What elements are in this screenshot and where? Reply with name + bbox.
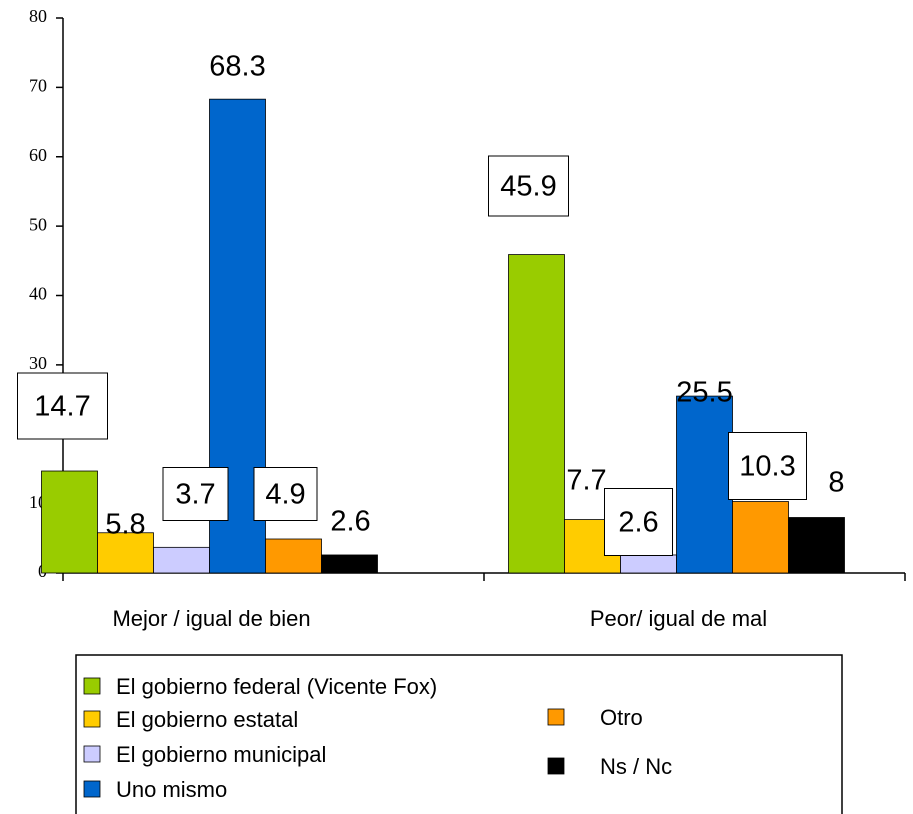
legend-label: El gobierno federal (Vicente Fox): [116, 674, 437, 699]
legend-label: El gobierno estatal: [116, 707, 298, 732]
legend-swatch: [547, 708, 565, 726]
y-tick-label: 30: [29, 353, 47, 373]
legend-label: El gobierno municipal: [116, 742, 326, 767]
value-label-box: [17, 372, 108, 440]
bar: [620, 554, 677, 574]
y-tick-label: 80: [29, 6, 47, 26]
x-tick-label: Peor/ igual de mal: [590, 606, 767, 631]
bar: [41, 470, 98, 574]
legend-swatch: [83, 677, 101, 695]
legend-swatch: [83, 780, 101, 798]
value-label-box: [253, 467, 318, 521]
value-label: 4.9: [265, 479, 305, 511]
value-label: 68.3: [209, 51, 265, 83]
y-tick-label: 60: [29, 145, 47, 165]
bar: [732, 501, 789, 574]
value-label-box: [488, 155, 569, 217]
value-label: 14.7: [34, 391, 90, 423]
bar: [508, 254, 565, 574]
bar: [321, 554, 378, 574]
value-label-box: [162, 467, 229, 521]
bar: [97, 532, 154, 574]
y-tick-label: 70: [29, 76, 47, 96]
y-tick-label: 50: [29, 214, 47, 234]
legend-label: Ns / Nc: [600, 754, 672, 779]
bar: [676, 395, 733, 574]
value-label: 8: [828, 467, 844, 499]
legend-swatch: [83, 710, 101, 728]
value-label: 45.9: [500, 171, 556, 203]
bar: [265, 538, 322, 574]
legend-label: Otro: [600, 705, 643, 730]
value-label: 25.5: [676, 377, 732, 409]
value-label: 2.6: [618, 507, 658, 539]
value-label: 5.8: [105, 509, 145, 541]
legend-label: Uno mismo: [116, 777, 227, 802]
value-label-box: [728, 432, 807, 500]
value-label: 3.7: [175, 479, 215, 511]
legend-swatch: [547, 757, 565, 775]
legend-swatch: [83, 745, 101, 763]
legend-box: [75, 654, 843, 814]
bar: [788, 517, 845, 574]
bar: [153, 546, 210, 574]
value-label: 7.7: [566, 465, 606, 497]
value-label-box: [604, 488, 673, 556]
x-tick-label: Mejor / igual de bien: [112, 606, 310, 631]
y-tick-label: 40: [29, 284, 47, 304]
value-label: 2.6: [330, 506, 370, 538]
value-label: 10.3: [739, 451, 795, 483]
